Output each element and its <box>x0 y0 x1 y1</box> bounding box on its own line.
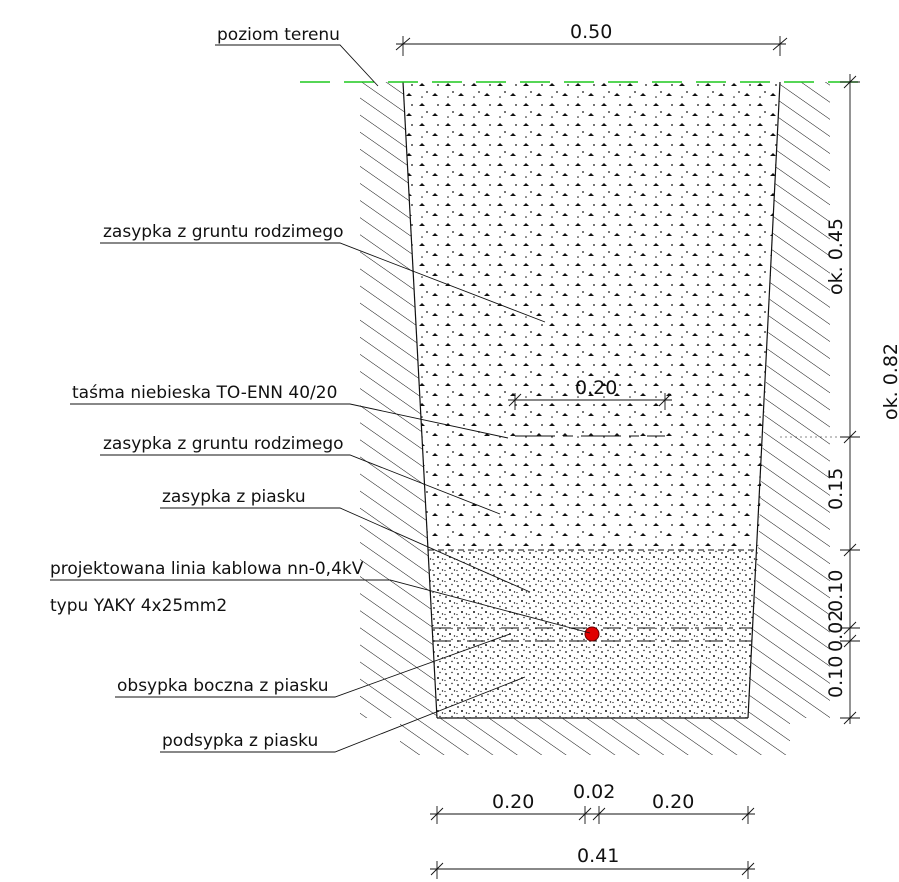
dim-text-bottom-left: 0.20 <box>492 791 534 813</box>
dim-text-depth-upper: ok. 0.45 <box>825 218 847 295</box>
dim-text-top-width: 0.50 <box>570 21 612 43</box>
cable-marker <box>584 626 600 642</box>
label-backfill-top: zasypka z gruntu rodzimego <box>103 222 344 242</box>
label-backfill-mid: zasypka z gruntu rodzimego <box>103 434 344 454</box>
trench-walls <box>402 81 781 719</box>
dim-tape-width <box>508 393 672 410</box>
dim-top-width <box>395 36 788 56</box>
ground-hatching <box>360 82 830 755</box>
label-cable-line2: typu YAKY 4x25mm2 <box>50 596 227 616</box>
trench-fill <box>403 82 780 718</box>
dim-text-layer-010-top: 0.10 <box>825 570 847 612</box>
dim-bottom <box>430 806 755 879</box>
cable-level-lines <box>433 627 752 642</box>
dim-text-layer-002: 0.02 <box>825 610 847 652</box>
dim-right-vertical <box>780 74 860 725</box>
dimension-texts: 0.50 0.20 ok. 0.45 ok. 0.82 0.15 0.10 0.… <box>492 21 899 867</box>
dim-text-bottom-total: 0.41 <box>577 845 619 867</box>
label-bottom-bedding: podsypka z piasku <box>162 731 318 751</box>
label-ground-level: poziom terenu <box>217 25 340 45</box>
label-sand-fill: zasypka z piasku <box>162 487 306 507</box>
label-cable-line1: projektowana linia kablowa nn-0,4kV <box>50 559 364 579</box>
dim-text-bottom-right: 0.20 <box>652 791 694 813</box>
leader-lines <box>50 44 591 753</box>
dim-text-layer-015: 0.15 <box>825 468 847 510</box>
dim-text-bottom-mid: 0.02 <box>573 781 615 803</box>
dim-text-depth-total: ok. 0.82 <box>880 343 899 420</box>
dim-text-tape-width: 0.20 <box>575 377 617 399</box>
dim-text-layer-010-bottom: 0.10 <box>825 656 847 698</box>
labels: poziom terenu zasypka z gruntu rodzimego… <box>50 25 364 751</box>
label-side-bedding: obsypka boczna z piasku <box>117 676 329 696</box>
label-warning-tape: taśma niebieska TO-ENN 40/20 <box>72 383 337 403</box>
